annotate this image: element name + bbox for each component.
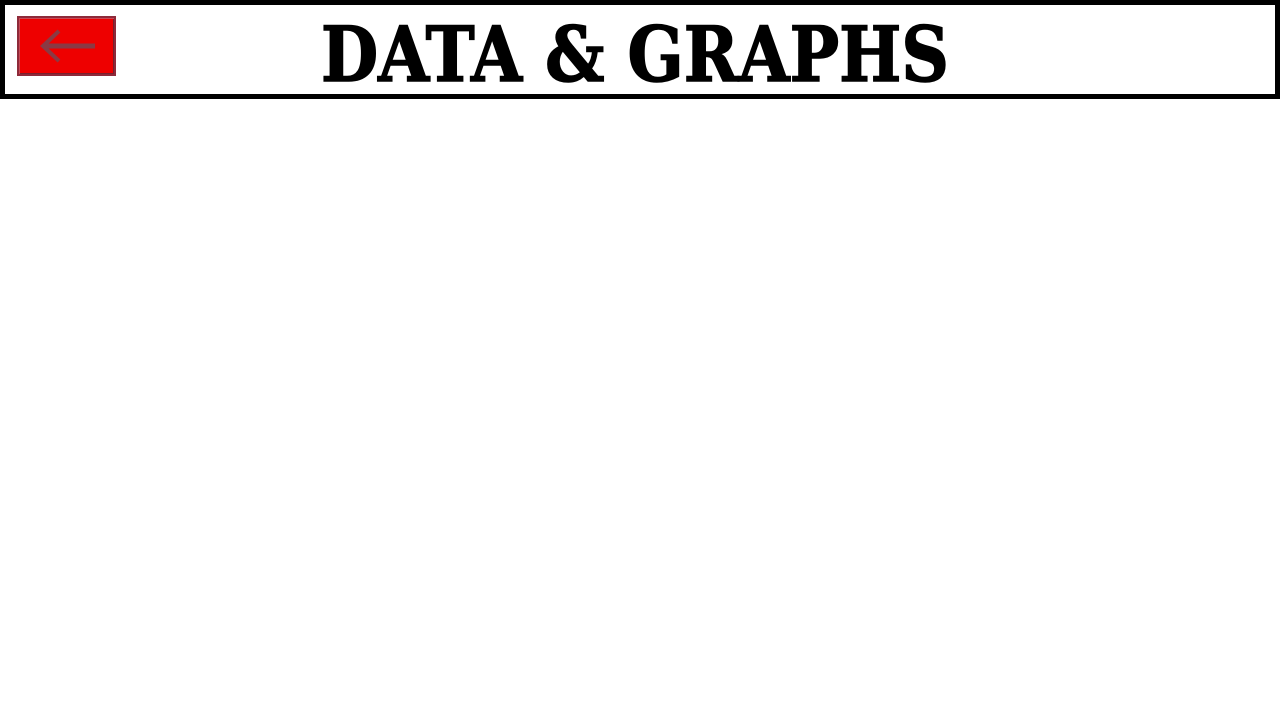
svg-text:DATA & GRAPHS: DATA & GRAPHS	[321, 10, 949, 92]
back-button[interactable]	[17, 16, 116, 76]
header-bar: DATA & GRAPHS	[0, 0, 1280, 99]
left-arrow-icon	[40, 29, 95, 63]
page-title: DATA & GRAPHS	[321, 9, 950, 92]
